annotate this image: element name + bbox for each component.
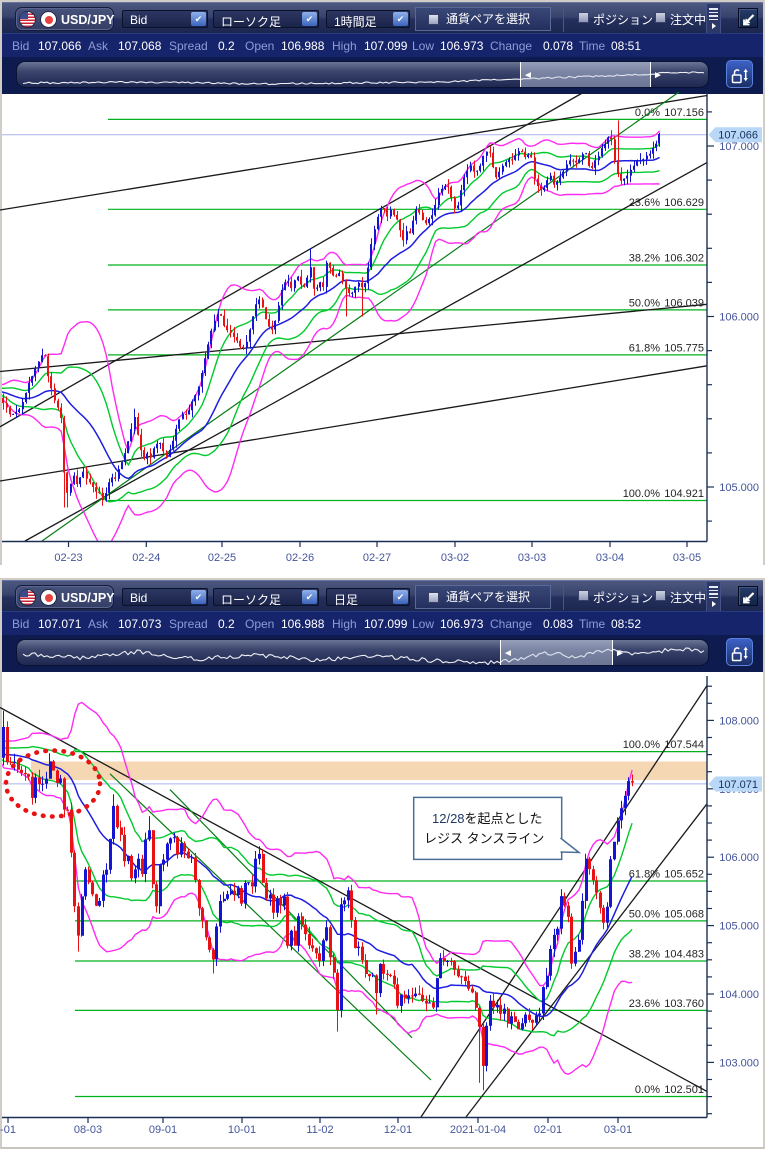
svg-text:100.0%: 100.0% — [623, 488, 661, 500]
svg-text:02-26: 02-26 — [286, 552, 314, 564]
svg-text:23.6%: 23.6% — [629, 197, 660, 209]
svg-text:107.066: 107.066 — [718, 130, 758, 142]
svg-text:107.156: 107.156 — [664, 107, 704, 119]
svg-text:08-03: 08-03 — [74, 1124, 102, 1136]
svg-text:38.2%: 38.2% — [629, 949, 660, 961]
svg-text:105.775: 105.775 — [664, 342, 704, 354]
svg-text:レジス タンスライン: レジス タンスライン — [424, 831, 544, 846]
svg-text:02-25: 02-25 — [208, 552, 236, 564]
svg-text:104.000: 104.000 — [719, 989, 759, 1001]
svg-text:50.0%: 50.0% — [629, 297, 660, 309]
svg-text:106.000: 106.000 — [719, 312, 759, 324]
svg-text:105.068: 105.068 — [664, 908, 704, 920]
svg-text:106.000: 106.000 — [719, 852, 759, 864]
svg-text:61.8%: 61.8% — [629, 342, 660, 354]
svg-text:23.6%: 23.6% — [629, 998, 660, 1010]
svg-text:09-01: 09-01 — [149, 1124, 177, 1136]
svg-text:0.0%: 0.0% — [635, 107, 660, 119]
svg-text:105.000: 105.000 — [719, 921, 759, 933]
svg-text:107.071: 107.071 — [718, 779, 758, 791]
svg-text:105.000: 105.000 — [719, 482, 759, 494]
svg-text:12-01: 12-01 — [384, 1124, 412, 1136]
svg-text:2021-01-04: 2021-01-04 — [450, 1124, 506, 1136]
svg-text:-01: -01 — [0, 1124, 16, 1136]
svg-text:38.2%: 38.2% — [629, 253, 660, 265]
svg-text:107.544: 107.544 — [664, 739, 704, 751]
svg-text:106.039: 106.039 — [664, 297, 704, 309]
svg-text:03-05: 03-05 — [673, 552, 701, 564]
svg-text:100.0%: 100.0% — [623, 739, 661, 751]
svg-text:107.000: 107.000 — [719, 141, 759, 153]
svg-text:03-01: 03-01 — [604, 1124, 632, 1136]
svg-text:02-01: 02-01 — [534, 1124, 562, 1136]
svg-text:106.302: 106.302 — [664, 253, 704, 265]
svg-text:108.000: 108.000 — [719, 715, 759, 727]
svg-text:02-24: 02-24 — [132, 552, 160, 564]
svg-text:11-02: 11-02 — [306, 1124, 333, 1136]
svg-text:106.629: 106.629 — [664, 197, 704, 209]
svg-text:103.760: 103.760 — [664, 998, 704, 1010]
svg-text:02-27: 02-27 — [363, 552, 391, 564]
svg-text:61.8%: 61.8% — [629, 869, 660, 881]
svg-text:102.501: 102.501 — [664, 1084, 704, 1096]
svg-text:104.921: 104.921 — [664, 488, 704, 500]
svg-text:02-23: 02-23 — [54, 552, 82, 564]
svg-text:03-03: 03-03 — [518, 552, 546, 564]
svg-text:12/28を起点とした: 12/28を起点とした — [432, 811, 543, 826]
svg-text:103.000: 103.000 — [719, 1057, 759, 1069]
svg-text:03-04: 03-04 — [596, 552, 624, 564]
svg-text:104.483: 104.483 — [664, 949, 704, 961]
svg-text:50.0%: 50.0% — [629, 908, 660, 920]
svg-text:105.652: 105.652 — [664, 869, 704, 881]
svg-text:0.0%: 0.0% — [635, 1084, 660, 1096]
svg-text:10-01: 10-01 — [228, 1124, 256, 1136]
svg-text:03-02: 03-02 — [441, 552, 469, 564]
